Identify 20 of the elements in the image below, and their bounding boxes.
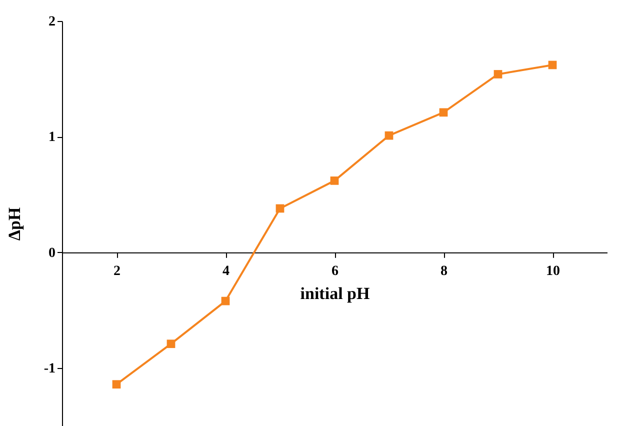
point bbox=[330, 176, 339, 185]
y-tick-label: 2 bbox=[48, 14, 56, 30]
point bbox=[112, 380, 121, 389]
x-tick-label: 8 bbox=[440, 264, 448, 279]
y-tick-label: -1 bbox=[44, 362, 56, 377]
point bbox=[439, 108, 448, 117]
x-tick-label: 2 bbox=[114, 264, 120, 279]
y-tick-label: 0 bbox=[48, 246, 56, 261]
point bbox=[166, 340, 176, 348]
x-tick-label: 10 bbox=[546, 264, 560, 279]
x-tick-label: 4 bbox=[222, 264, 230, 279]
point bbox=[548, 60, 557, 70]
point bbox=[276, 204, 284, 213]
x-axis-title: initial pH bbox=[300, 284, 370, 303]
y-axis-title: ΔpH bbox=[4, 207, 24, 241]
y-tick-label: 1 bbox=[48, 130, 56, 146]
x-tick-label: 6 bbox=[332, 264, 338, 279]
point bbox=[221, 296, 230, 306]
point bbox=[384, 131, 394, 140]
point bbox=[494, 70, 502, 78]
